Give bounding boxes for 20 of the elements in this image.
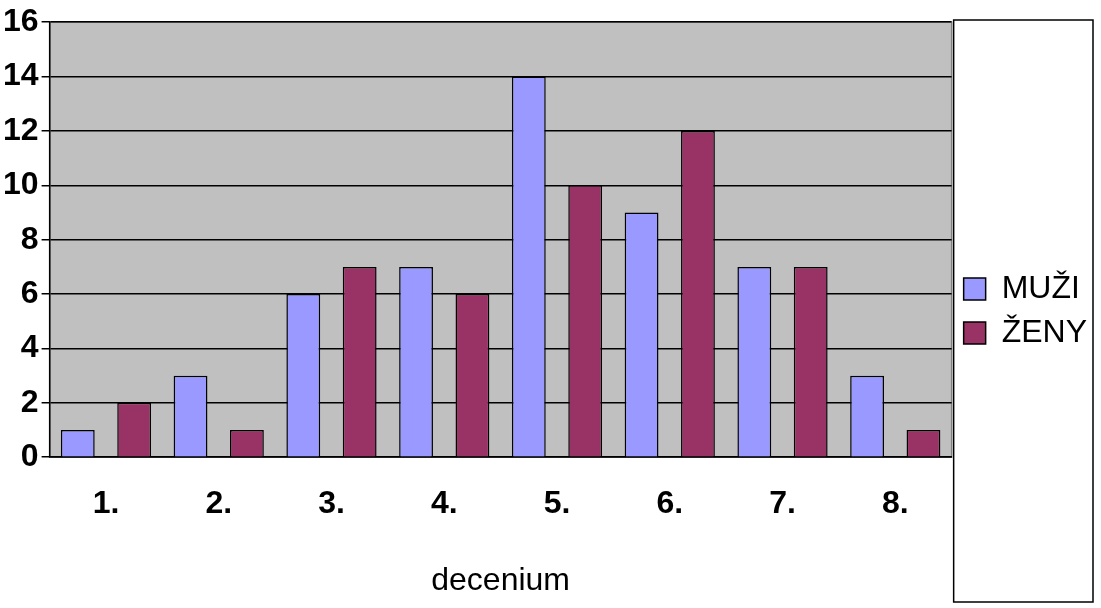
x-tick-label: 7. bbox=[769, 484, 796, 521]
y-tick-label: 4 bbox=[20, 328, 39, 365]
y-tick-label: 14 bbox=[3, 56, 39, 93]
y-tick-label: 2 bbox=[20, 382, 39, 419]
x-tick-label: 1. bbox=[92, 484, 120, 521]
x-tick-label: 3. bbox=[318, 484, 345, 521]
y-tick-label: 12 bbox=[3, 110, 39, 147]
legend-label: MUŽI bbox=[1001, 268, 1080, 305]
x-tick-label: 5. bbox=[543, 484, 571, 521]
x-tick-label: 2. bbox=[205, 484, 233, 521]
legend-label: ŽENY bbox=[1001, 312, 1087, 349]
x-tick-label: 4. bbox=[430, 484, 458, 521]
y-tick-label: 16 bbox=[3, 2, 39, 39]
x-tick-label: 8. bbox=[881, 484, 909, 521]
x-tick-label: 6. bbox=[656, 484, 684, 521]
y-tick-label: 0 bbox=[20, 437, 39, 474]
y-tick-label: 10 bbox=[3, 165, 39, 202]
x-axis-title: decenium bbox=[431, 560, 570, 597]
y-tick-label: 8 bbox=[20, 219, 39, 256]
y-tick-label: 6 bbox=[20, 273, 39, 310]
